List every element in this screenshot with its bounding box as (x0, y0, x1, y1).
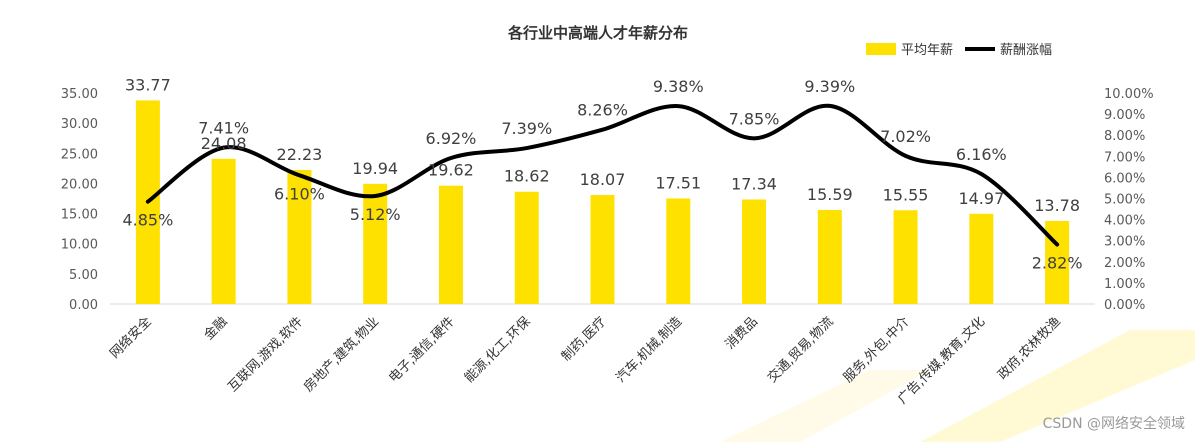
bar (742, 199, 767, 304)
line-data-label: 7.85% (729, 109, 780, 128)
bar (211, 158, 236, 304)
bar (514, 191, 539, 304)
category-label: 房地产,建筑,物业 (301, 314, 383, 396)
line-data-label: 7.02% (880, 127, 931, 146)
legend-swatch-bar (866, 43, 896, 55)
bar-data-label: 14.97 (958, 189, 1004, 208)
line-point (905, 155, 907, 157)
bar (363, 183, 388, 304)
line-point (602, 129, 603, 131)
category-label: 电子,通信,硬件 (386, 314, 458, 386)
line-point (677, 105, 679, 107)
bar-data-label: 17.51 (655, 173, 701, 192)
right-tick-label: 5.00% (1104, 193, 1145, 208)
bar-data-label: 24.08 (201, 134, 247, 153)
watermark: CSDN @网络安全领域 (1043, 415, 1185, 432)
bar-data-label: 18.07 (580, 170, 626, 189)
bar (817, 210, 842, 304)
chart-title: 各行业中高端人才年薪分布 (507, 24, 688, 42)
line-data-labels: 4.85% 7.41% 6.10% 5.12% 6.92% 7.39% 8.26% 9.38%… (122, 77, 1082, 273)
right-tick-label: 9.00% (1104, 108, 1145, 123)
line-data-label: 5.12% (350, 205, 401, 224)
line-data-label: 9.39% (804, 77, 855, 96)
right-tick-label: 4.00% (1104, 214, 1145, 229)
bar-data-label: 19.94 (352, 159, 398, 178)
bar-data-label: 15.55 (883, 185, 929, 204)
category-label: 金融 (201, 314, 231, 344)
line-point (298, 174, 300, 176)
legend-label-bar: 平均年薪 (901, 43, 953, 58)
left-tick-label: 0.00 (69, 298, 98, 313)
legend-label-line: 薪酬涨幅 (1000, 43, 1052, 58)
legend: 平均年薪 薪酬涨幅 (866, 43, 1052, 58)
right-tick-label: 8.00% (1104, 129, 1145, 144)
left-tick-label: 5.00 (69, 268, 98, 283)
right-tick-label: 2.00% (1104, 256, 1145, 271)
bar (666, 198, 691, 304)
line-data-label: 7.41% (198, 119, 249, 138)
bar (590, 195, 615, 304)
line-point (1056, 243, 1058, 245)
right-tick-label: 0.00% (1104, 298, 1145, 313)
category-label: 交通,贸易,物流 (764, 314, 836, 386)
bar (969, 213, 994, 304)
line-point (450, 157, 452, 159)
bar-data-label: 22.23 (277, 145, 323, 164)
bar-data-label: 33.77 (125, 75, 171, 94)
line-data-label: 7.39% (501, 119, 552, 138)
category-label: 汽车,机械,制造 (613, 314, 685, 386)
line-data-label: 6.10% (274, 184, 325, 203)
line-data-label: 4.85% (122, 211, 173, 230)
bar-data-label: 19.62 (428, 161, 474, 180)
right-tick-label: 7.00% (1104, 150, 1145, 165)
right-axis: 0.00% 1.00% 2.00% 3.00% 4.00% 5.00% 6.00% 7.00%… (1104, 87, 1154, 313)
bar-data-labels: 33.77 24.08 22.23 19.94 19.62 18.62 18.07 17.51… (125, 75, 1080, 215)
line-data-label: 9.38% (653, 77, 704, 96)
line-point (147, 201, 149, 203)
line-data-label: 6.92% (426, 129, 477, 148)
left-tick-label: 30.00 (61, 117, 98, 132)
right-tick-label: 3.00% (1104, 235, 1145, 250)
bar (893, 210, 918, 304)
bar-data-label: 17.34 (731, 174, 777, 193)
bar (287, 169, 312, 304)
left-tick-label: 20.00 (61, 177, 98, 192)
line-data-label: 8.26% (577, 101, 628, 120)
bar-data-label: 18.62 (504, 167, 550, 186)
line-series (145, 103, 1060, 247)
left-tick-label: 35.00 (61, 87, 98, 102)
left-axis: 0.00 5.00 10.00 15.00 20.00 25.00 30.00 35.00 (61, 87, 98, 313)
line-point (753, 137, 755, 139)
category-label: 制药,医疗 (559, 314, 609, 364)
bar-series (135, 100, 1070, 304)
line-point (223, 147, 225, 149)
line-data-label: 2.82% (1032, 253, 1083, 272)
line-point (980, 173, 982, 175)
bar (438, 185, 463, 304)
category-label: 网络安全 (107, 314, 155, 362)
category-label: 消费品 (723, 314, 761, 352)
right-tick-label: 10.00% (1104, 87, 1154, 102)
category-label: 能源,化工,环保 (462, 314, 534, 386)
left-tick-label: 10.00 (61, 238, 98, 253)
right-tick-label: 6.00% (1104, 171, 1145, 186)
line-point (526, 147, 528, 149)
line-point (374, 195, 376, 197)
background-decoration (720, 330, 1195, 442)
bar-data-label: 13.78 (1034, 196, 1080, 215)
left-tick-label: 15.00 (61, 208, 98, 223)
bar-data-label: 15.59 (807, 185, 853, 204)
line-data-label: 6.16% (956, 145, 1007, 164)
left-tick-label: 25.00 (61, 147, 98, 162)
category-label: 互联网,游戏,软件 (225, 314, 306, 395)
right-tick-label: 1.00% (1104, 277, 1145, 292)
line-point (829, 105, 831, 107)
